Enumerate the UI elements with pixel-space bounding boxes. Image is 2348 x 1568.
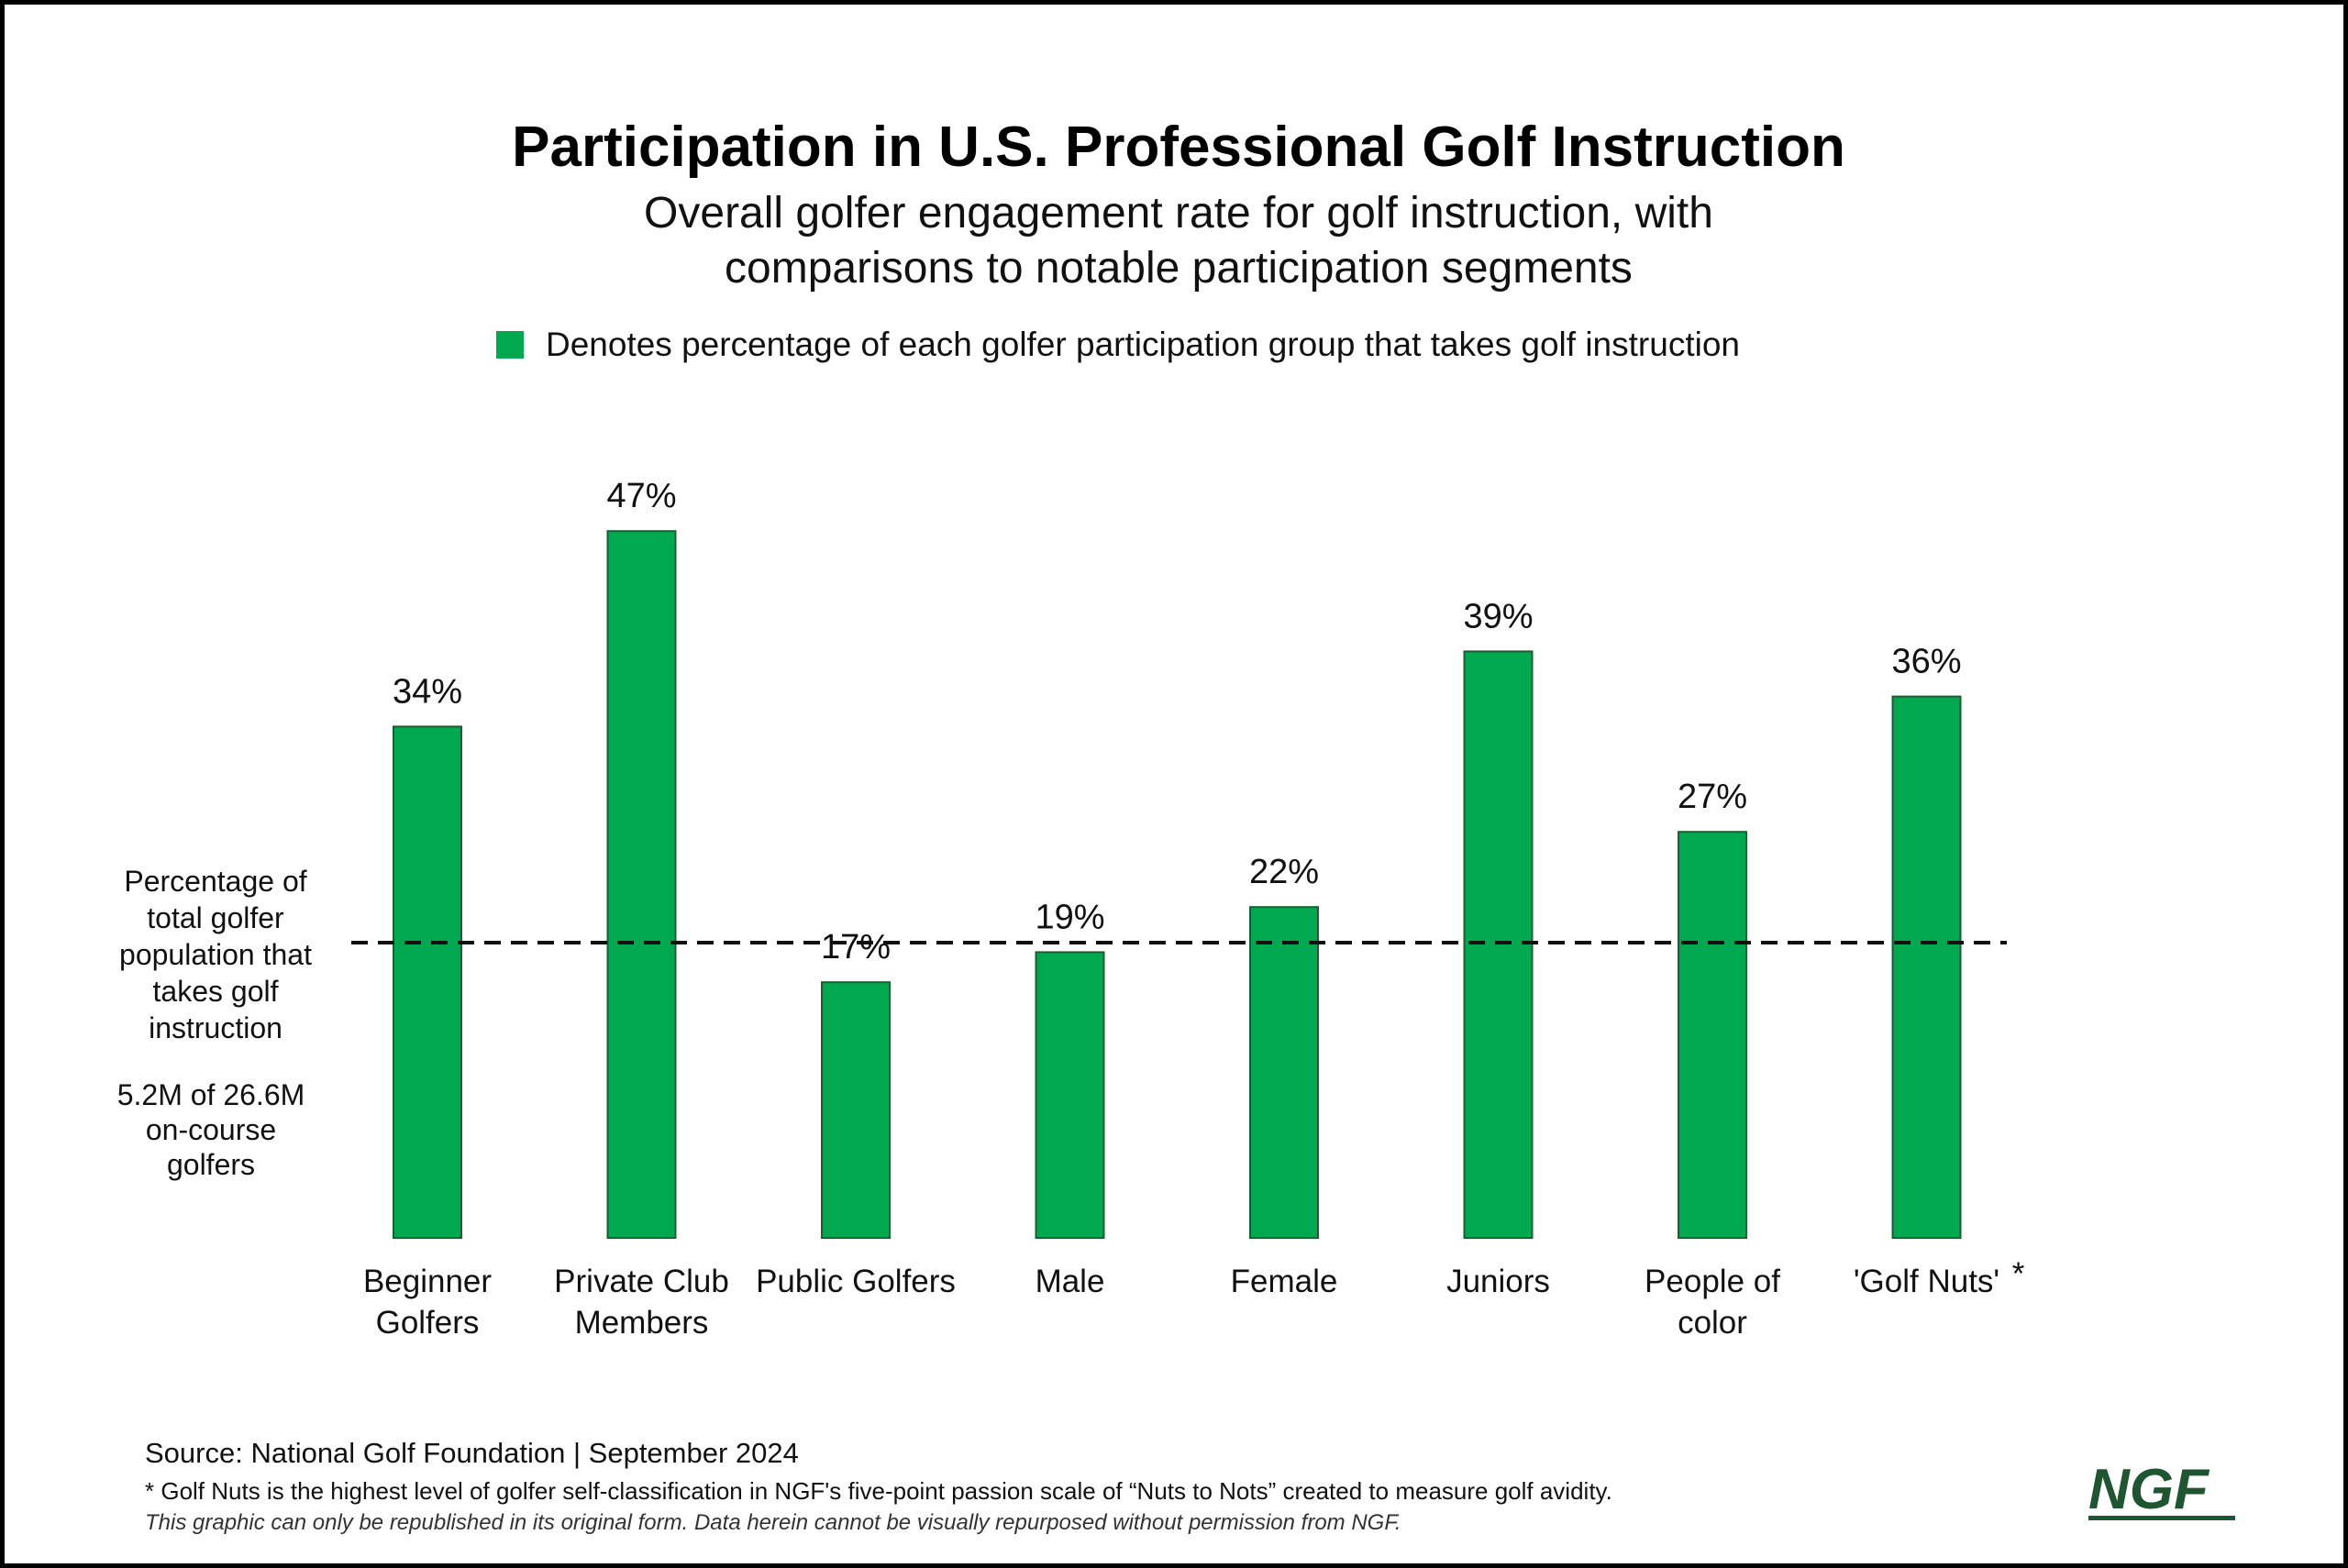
reference-note-line: population that [119,938,312,971]
category-asterisk: * [2012,1256,2025,1292]
data-label: 47% [606,477,676,515]
subtitle-line-2: comparisons to notable participation seg… [725,244,1633,293]
reference-note: Percentage of total golfer population th… [78,863,353,1046]
category-label: Juniors [1446,1264,1550,1299]
category-label: Female [1231,1264,1338,1299]
data-label: 34% [393,672,462,711]
reference-stat-line: golfers [166,1148,256,1181]
disclaimer: This graphic can only be republished in … [145,1510,1401,1535]
category-label: color [1678,1305,1747,1341]
legend: Denotes percentage of each golfer partic… [496,326,1740,364]
data-label: 27% [1678,778,1747,816]
bar [1249,906,1319,1239]
data-label: 19% [1035,898,1104,936]
reference-note-line: takes golf [152,975,279,1008]
legend-swatch [496,331,524,359]
chart-subtitle: Overall golfer engagement rate for golf … [399,186,1958,296]
legend-label: Denotes percentage of each golfer partic… [546,326,1740,363]
data-label: 22% [1249,853,1319,891]
footnote: * Golf Nuts is the highest level of golf… [145,1477,1612,1505]
subtitle-line-1: Overall golfer engagement rate for golf … [644,189,1713,237]
reference-note-line: total golfer [147,901,284,934]
reference-stat-line: 5.2M of 26.6M [116,1078,305,1111]
bar [1463,650,1534,1239]
data-label: 39% [1463,597,1533,635]
source-note: Source: National Golf Foundation | Septe… [145,1437,799,1469]
category-label: Beginner [363,1264,492,1299]
category-label: Public Golfers [756,1264,956,1299]
bar [606,530,677,1239]
reference-stat: 5.2M of 26.6M on-course golfers [78,1077,344,1182]
category-label: Members [575,1305,709,1341]
reference-note-line: instruction [149,1011,282,1044]
bar [821,981,891,1239]
chart-title: Participation in U.S. Professional Golf … [512,116,1845,179]
bar [1678,831,1747,1239]
category-label: Golfers [376,1305,480,1341]
bar [1035,951,1105,1240]
reference-note-line: Percentage of [124,865,307,898]
category-label: Private Club [554,1264,729,1299]
bar [1891,695,1962,1239]
data-label: 36% [1891,643,1961,681]
category-label: Male [1036,1264,1105,1299]
ngf-logo: NGF [2088,1459,2235,1521]
category-label: 'Golf Nuts' [1854,1264,1999,1299]
ngf-logo-underline [2088,1516,2235,1520]
bar [393,725,462,1239]
data-label: 17% [821,928,891,966]
category-label: People of [1645,1264,1780,1299]
ngf-logo-text: NGF [2088,1459,2210,1521]
bar-chart: 34% Beginner Golfers 47% Private Club Members… [351,477,2025,1341]
reference-stat-line: on-course [145,1113,277,1146]
